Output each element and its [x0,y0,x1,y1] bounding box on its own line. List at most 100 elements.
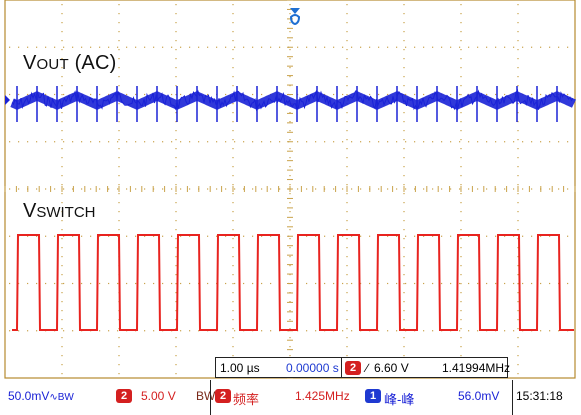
ch2-scale[interactable]: 5.00 V [141,389,176,403]
grid-dot [118,229,120,231]
meas2-channel-badge[interactable]: 1 [365,388,381,403]
grid-dot [207,46,209,48]
grid-dot [61,139,63,141]
status-divider [210,380,211,415]
grid-dot [175,175,177,177]
grid-dot [90,141,92,143]
grid-dot [460,256,462,258]
grid-dot [403,31,405,33]
grid-dot [558,330,560,332]
grid-dot [261,188,263,190]
grid-dot [225,46,227,48]
grid-dot [225,93,227,96]
grid-dot [234,46,236,48]
grid-dot [346,292,348,294]
grid-dot [403,76,405,78]
grid-dot [289,220,291,222]
grid-dot [289,31,291,33]
grid-dot [460,139,462,141]
grid-dot [118,139,120,141]
ch1-scale[interactable]: 50.0mV∿BW [8,389,74,403]
grid-dot [180,93,182,96]
grid-dot [207,188,209,190]
grid-dot [333,93,335,96]
grid-dot [531,141,533,143]
grid-dot [252,93,254,96]
grid-dot [460,49,462,51]
grid-dot [175,13,177,15]
grid-dot [99,282,101,285]
grid-dot [405,235,407,237]
grid-dot [243,188,245,190]
grid-dot [232,220,234,222]
trigger-channel-badge[interactable]: 2 [345,360,361,375]
grid-dot [333,46,335,48]
grid-dot [346,265,348,267]
grid-dot [225,235,227,237]
grid-dot [135,46,137,48]
grid-dot [495,46,497,48]
grid-dot [118,166,120,168]
grid-dot [459,46,461,48]
grid-dot [414,46,416,48]
grid-dot [513,188,515,190]
grid-dot [175,202,177,204]
grid-dot [403,4,405,6]
time-delay[interactable]: 0.00000 s [286,361,339,375]
grid-dot [460,265,462,267]
grid-dot [175,265,177,267]
grid-dot [63,141,65,143]
grid-dot [54,235,56,237]
grid-dot [153,141,155,143]
timebase-trigger-bar: 1.00 µs 0.00000 s 2 ∕ 6.60 V 1.41994MHz [215,357,510,378]
grid-dot [396,235,398,237]
grid-dot [324,46,326,48]
time-per-div[interactable]: 1.00 µs [220,361,260,375]
grid-dot [175,283,177,285]
grid-dot [289,211,291,213]
grid-dot [414,282,416,285]
grid-dot [567,141,569,143]
grid-dot [225,282,227,285]
grid-dot [171,141,173,143]
grid-dot [450,282,452,285]
vswitch-trace [12,234,574,331]
grid-dot [118,22,120,24]
grid-dot [441,282,443,285]
grid-dot [118,49,120,51]
grid-dot [460,157,462,159]
grid-dot [153,330,155,332]
meas1-channel-badge[interactable]: 2 [215,388,231,403]
grid-dot [61,76,63,78]
grid-dot [460,85,462,87]
grid-dot [315,141,317,143]
grid-dot [162,188,164,190]
grid-dot [153,46,155,48]
grid-dot [459,235,461,237]
grid-dot [405,282,407,285]
ch2-badge[interactable]: 2 [116,388,132,403]
trigger-level[interactable]: 6.60 V [374,361,409,375]
ch1-ground-marker-icon[interactable] [5,95,10,105]
grid-dot [232,310,234,312]
grid-dot [61,274,63,276]
grid-dot [61,364,63,366]
grid-dot [72,282,74,285]
grid-dot [432,188,434,190]
grid-dot [232,103,234,105]
grid-dot [504,282,506,285]
grid-dot [289,13,291,15]
grid-dot [423,282,425,285]
grid-dot [289,310,291,312]
grid-dot [175,112,177,114]
vout-trace [10,86,577,122]
grid-dot [513,46,515,48]
grid-dot [517,229,519,231]
grid-dot [396,188,398,190]
grid-dot [333,235,335,237]
grid-dot [324,282,326,285]
grid-dot [342,141,344,143]
trigger-position-icon[interactable] [289,8,301,26]
grid-dot [108,141,110,143]
grid-dot [171,282,173,285]
